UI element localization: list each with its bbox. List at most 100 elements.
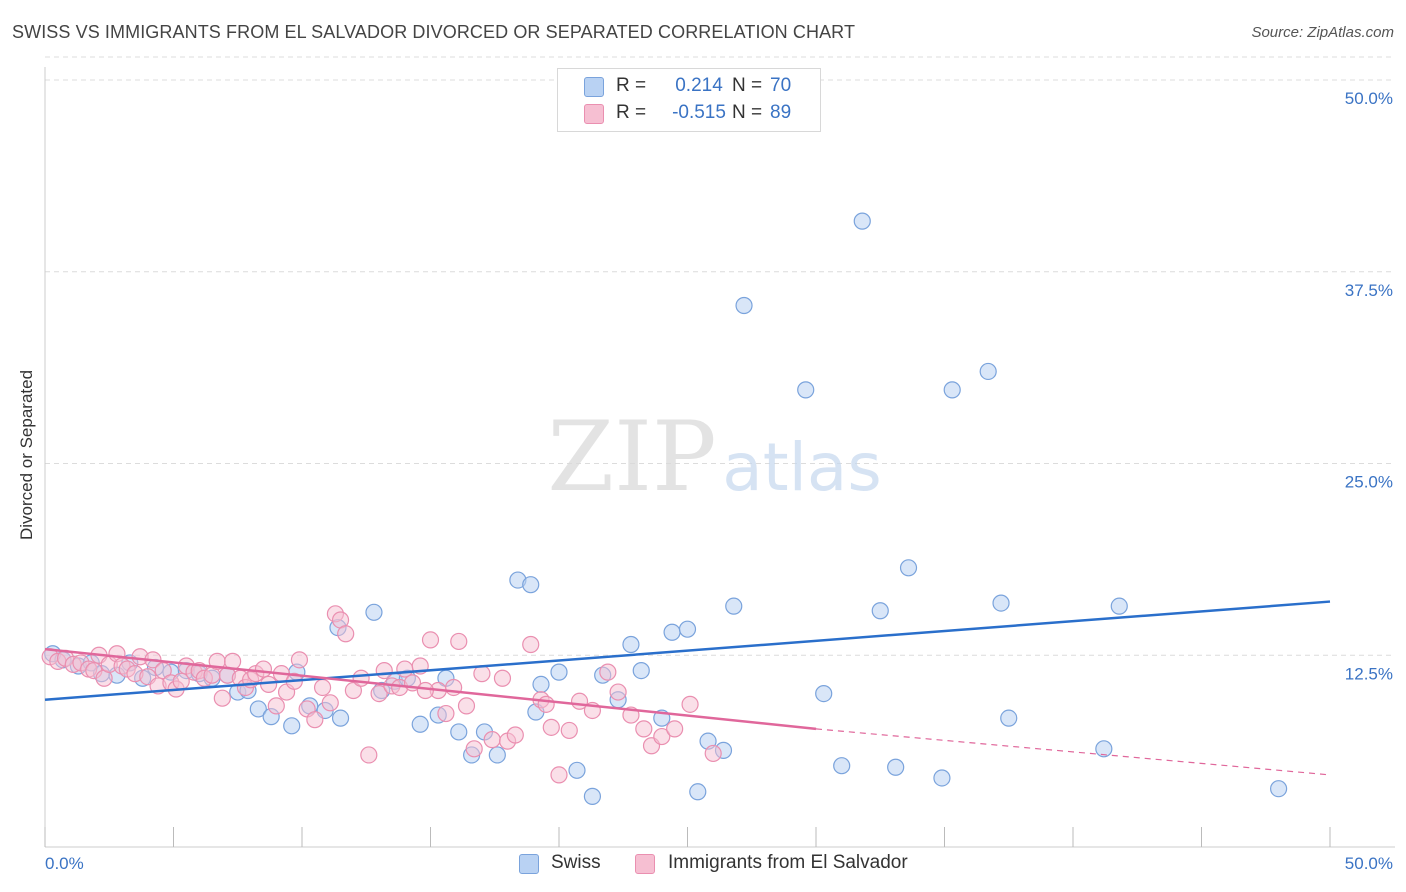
swiss-point (815, 684, 833, 703)
swiss-point (522, 576, 540, 594)
watermark-zip: ZIP (547, 401, 716, 513)
swiss-r-value: 0.214 (675, 75, 723, 96)
watermark: ZIP atlas (547, 401, 881, 513)
swiss-point (979, 362, 997, 381)
salvador-point (635, 720, 653, 738)
swiss-n-value: 70 (770, 75, 792, 96)
salvador-point (450, 632, 468, 651)
salvador-point (465, 740, 483, 758)
bottom-salvador-swatch (635, 854, 655, 874)
bottom-swiss-label: Swiss (551, 852, 601, 873)
salvador-point (321, 694, 339, 712)
salvador-point (666, 720, 684, 738)
swiss-r-label: R = (616, 75, 647, 96)
swiss-point (1110, 597, 1128, 615)
salvador-points (41, 605, 722, 784)
salvador-r-value: -0.515 (672, 102, 726, 123)
chart-title: SWISS VS IMMIGRANTS FROM EL SALVADOR DIV… (12, 22, 856, 42)
salvador-point (493, 669, 512, 687)
salvador-point (416, 681, 434, 700)
swiss-swatch (584, 77, 604, 97)
salvador-point (259, 675, 278, 693)
salvador-point (344, 681, 362, 700)
swiss-point (1000, 709, 1018, 727)
source-label: Source: ZipAtlas.com (1251, 24, 1394, 41)
salvador-point (337, 625, 355, 643)
watermark-atlas: atlas (722, 429, 882, 506)
swiss-point (992, 594, 1010, 612)
swiss-point (532, 675, 550, 693)
salvador-point (360, 746, 378, 764)
y-tick-label: 25.0% (1345, 473, 1393, 492)
salvador-point (267, 697, 285, 715)
y-tick-label: 37.5% (1345, 281, 1393, 300)
swiss-point (632, 661, 650, 680)
salvador-point (542, 718, 560, 736)
swiss-point (550, 663, 568, 681)
salvador-point (370, 684, 388, 703)
salvador-point (352, 669, 370, 687)
trend-lines (44, 600, 1331, 776)
swiss-point (735, 296, 753, 315)
swiss-point (943, 381, 961, 399)
swiss-point (725, 597, 743, 615)
gridlines (45, 56, 1395, 656)
salvador-point (599, 663, 617, 681)
swiss-point (689, 783, 707, 801)
salvador-swatch (584, 104, 604, 124)
swiss-point (488, 746, 506, 764)
salvador-point (473, 665, 491, 683)
salvador-point (290, 651, 309, 669)
salvador-point (681, 695, 699, 713)
salvador-r-label: R = (616, 102, 647, 123)
salvador-n-label: N = (732, 102, 763, 123)
salvador-trend-extension (815, 728, 1331, 776)
x-tick-labels: 0.0% 50.0% (45, 854, 1393, 873)
bottom-swiss-swatch (519, 854, 539, 874)
swiss-point (583, 787, 602, 805)
salvador-point (653, 727, 671, 746)
salvador-point (306, 711, 324, 729)
salvador-point (704, 744, 722, 763)
swiss-point (833, 757, 851, 775)
swiss-point (933, 769, 951, 787)
y-tick-label: 50.0% (1345, 89, 1393, 108)
swiss-point (871, 602, 889, 620)
salvador-point (537, 695, 555, 713)
y-axis-label: Divorced or Separated (17, 369, 36, 541)
salvador-point (457, 697, 476, 715)
swiss-point (853, 212, 871, 230)
bottom-salvador-label: Immigrants from El Salvador (668, 852, 908, 873)
y-tick-label: 12.5% (1345, 664, 1393, 683)
axes (44, 67, 1395, 848)
correlation-legend: R = 0.214 N = 70 R = -0.515 N = 89 (557, 68, 821, 132)
salvador-trend-line (44, 647, 817, 731)
swiss-point (663, 623, 681, 641)
salvador-point (213, 689, 231, 707)
swiss-point (1269, 780, 1288, 798)
salvador-point (550, 766, 568, 784)
swiss-point (1095, 740, 1113, 758)
salvador-n-value: 89 (770, 102, 792, 123)
swiss-point (283, 717, 301, 735)
salvador-point (254, 660, 273, 678)
swiss-point (411, 715, 429, 733)
swiss-trend-line (44, 600, 1331, 701)
salvador-point (609, 683, 627, 701)
swiss-point (797, 381, 815, 399)
swiss-point (887, 758, 905, 776)
swiss-point (899, 559, 918, 577)
swiss-point (249, 700, 267, 718)
salvador-point (375, 661, 393, 680)
swiss-point (678, 620, 697, 638)
salvador-point (437, 704, 455, 723)
swiss-point (568, 761, 586, 779)
swiss-point (331, 709, 350, 727)
salvador-point (522, 635, 540, 654)
salvador-point (313, 678, 332, 697)
salvador-point (560, 721, 578, 740)
swiss-point (365, 603, 383, 621)
salvador-point (506, 726, 524, 744)
x-tick-label: 50.0% (1345, 854, 1393, 873)
